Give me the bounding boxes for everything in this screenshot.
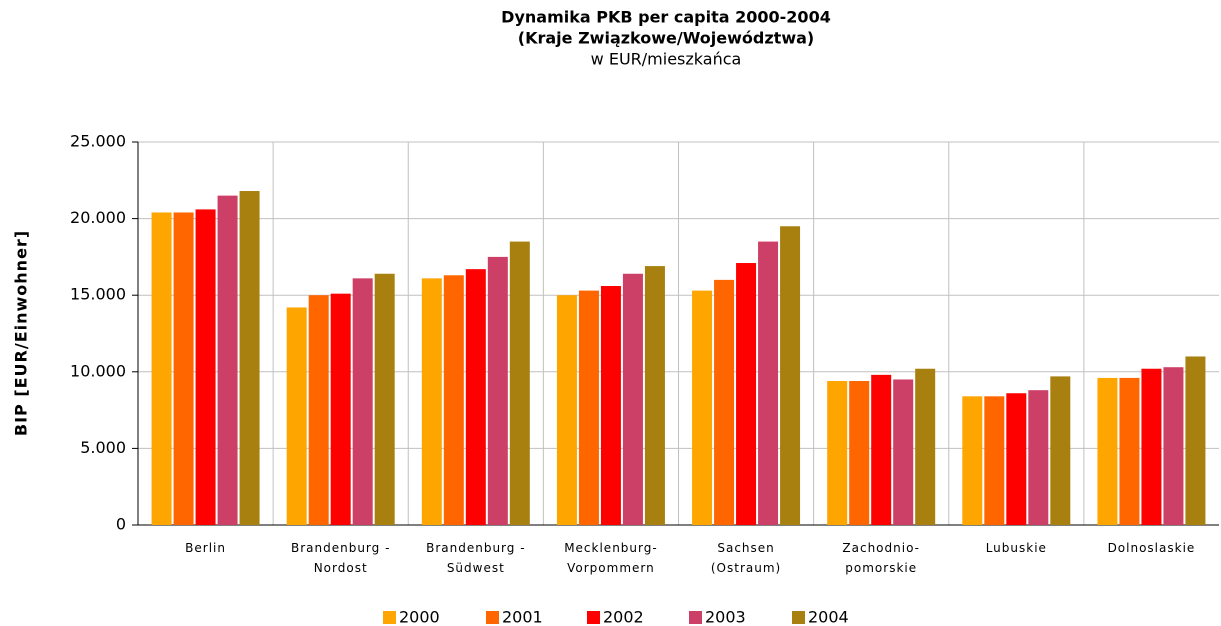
bar: [556, 295, 577, 525]
bar: [1119, 377, 1140, 525]
legend-swatch: [587, 611, 600, 624]
chart-title: (Kraje Związkowe/Województwa): [518, 29, 814, 48]
x-tick-label-line: Dolnoslaskie: [1108, 541, 1196, 555]
bar: [1141, 368, 1162, 525]
x-tick-label-line: Mecklenburg-: [564, 541, 658, 555]
bar: [1185, 356, 1206, 525]
legend-label: 2000: [399, 608, 440, 626]
y-tick-label: 20.000: [70, 208, 126, 227]
y-tick-label: 15.000: [70, 285, 126, 304]
y-tick-label: 25.000: [70, 132, 126, 151]
x-tick-label-line: (Ostraum): [711, 561, 781, 575]
y-tick-label: 0: [116, 515, 126, 534]
bar: [1163, 367, 1184, 525]
x-tick-label: Sachsen (Ostraum): [711, 541, 781, 575]
bar: [195, 209, 216, 525]
bar: [600, 286, 621, 525]
bar: [443, 275, 464, 525]
x-tick-label: Berlin: [185, 541, 226, 555]
x-tick-label-line: Südwest: [447, 561, 505, 575]
bar: [893, 379, 914, 525]
bar: [509, 241, 530, 525]
x-tick-label-line: Berlin: [185, 541, 226, 555]
x-tick-label-line: Vorpommern: [567, 561, 655, 575]
x-tick-label: Mecklenburg- Vorpommern: [564, 541, 658, 575]
legend-label: 2004: [808, 608, 849, 626]
bar: [1097, 377, 1118, 525]
bar: [758, 241, 779, 525]
x-tick-label: Brandenburg - Südwest: [426, 541, 525, 575]
bar: [374, 273, 395, 525]
bar: [692, 290, 713, 525]
bar: [239, 191, 260, 526]
chart-title: Dynamika PKB per capita 2000-2004: [501, 8, 831, 27]
x-tick-label-line: Sachsen: [717, 541, 774, 555]
legend-label: 2001: [502, 608, 543, 626]
chart-subtitle: w EUR/mieszkańca: [591, 50, 742, 69]
bar: [330, 293, 351, 525]
bar: [578, 290, 599, 525]
x-tick-label: Dolnoslaskie: [1108, 541, 1196, 555]
bar: [714, 279, 735, 525]
bar: [962, 396, 983, 525]
x-tick-label-line: Lubuskie: [986, 541, 1047, 555]
bar: [736, 263, 757, 525]
bar: [352, 278, 373, 525]
bar: [151, 212, 172, 526]
x-tick-label-line: Nordost: [314, 561, 368, 575]
bar: [1050, 376, 1071, 525]
bar: [780, 226, 801, 525]
bar: [871, 374, 892, 525]
bar: [644, 266, 665, 525]
x-tick-label: Brandenburg - Nordost: [291, 541, 390, 575]
legend-label: 2002: [603, 608, 644, 626]
bar: [487, 256, 508, 525]
x-tick-label-line: Zachodnio-: [842, 541, 920, 555]
legend-swatch: [383, 611, 396, 624]
legend-swatch: [689, 611, 702, 624]
bar: [622, 273, 643, 525]
x-tick-label: Zachodnio-pomorskie: [842, 541, 920, 575]
bar: [308, 295, 329, 525]
y-tick-label: 5.000: [80, 438, 126, 457]
bar: [849, 380, 870, 525]
bar: [1028, 390, 1049, 525]
bar: [173, 212, 194, 526]
bar: [217, 195, 238, 525]
x-tick-label-line: pomorskie: [845, 561, 917, 575]
bar: [286, 307, 307, 525]
bar: [1006, 393, 1027, 525]
x-tick-label: Lubuskie: [986, 541, 1047, 555]
x-tick-label-line: Brandenburg -: [426, 541, 525, 555]
legend-swatch: [486, 611, 499, 624]
bar: [915, 368, 936, 525]
bar: [421, 278, 442, 525]
bar: [465, 269, 486, 525]
bar: [984, 396, 1005, 525]
legend-swatch: [792, 611, 805, 624]
y-tick-label: 10.000: [70, 361, 126, 380]
x-tick-label-line: Brandenburg -: [291, 541, 390, 555]
y-axis-label: BIP [EUR/Einwohner]: [12, 230, 31, 436]
bar: [827, 380, 848, 525]
legend-label: 2003: [705, 608, 746, 626]
